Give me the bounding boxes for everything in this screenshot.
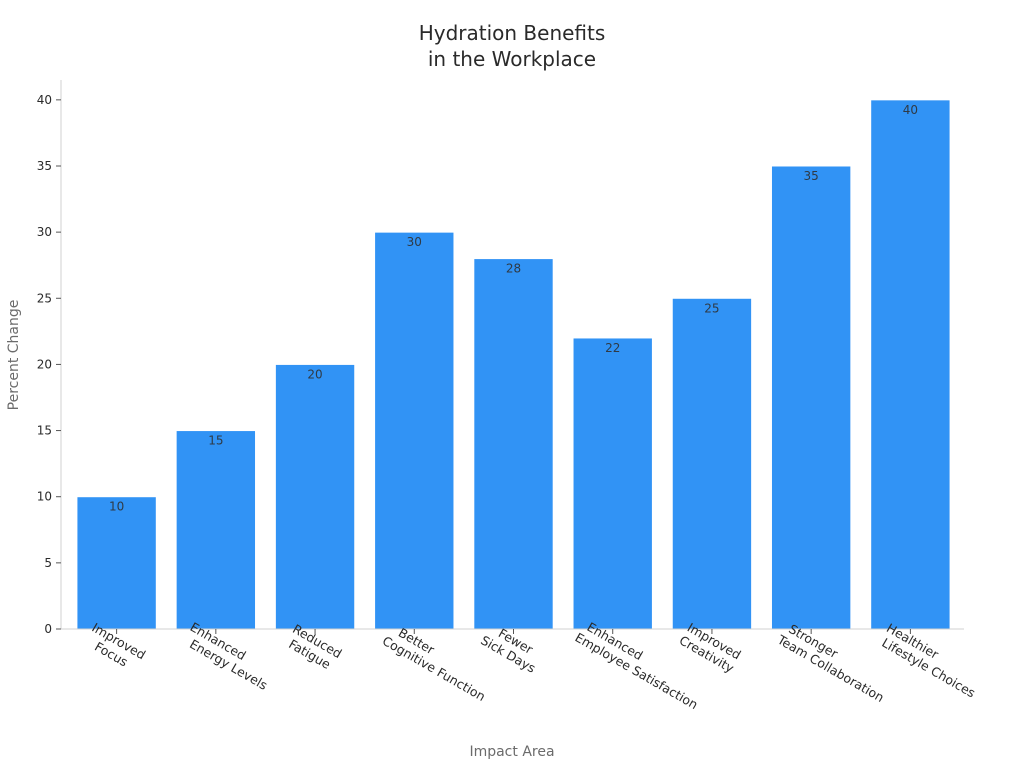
y-tick-label: 25 (37, 291, 52, 305)
y-tick-label: 20 (37, 357, 52, 371)
y-tick-label: 40 (37, 93, 52, 107)
bar-data-label: 15 (208, 434, 223, 448)
bar (175, 430, 257, 630)
bar-data-label: 22 (605, 341, 620, 355)
chart-title-line-1: Hydration Benefits (419, 21, 606, 45)
y-tick-label: 10 (37, 490, 52, 504)
bar (274, 363, 356, 630)
y-tick-label: 30 (37, 225, 52, 239)
bar (770, 165, 852, 630)
bar (572, 337, 653, 630)
y-tick-label: 0 (44, 622, 52, 636)
x-axis-title: Impact Area (469, 744, 554, 760)
bar (870, 99, 951, 630)
bar-data-label: 20 (307, 367, 322, 381)
bar-data-label: 10 (109, 500, 124, 514)
bar (76, 496, 157, 630)
bar (671, 297, 753, 630)
y-axis: 0 5 10 15 20 25 30 35 40 (37, 80, 62, 636)
bar-data-label: 25 (704, 301, 719, 315)
bars-group: 10 15 20 30 28 22 25 35 40 (76, 99, 951, 630)
y-tick-label: 15 (37, 424, 52, 438)
y-axis-title: Percent Change (6, 300, 22, 411)
chart-title-line-2: in the Workplace (428, 47, 596, 71)
bar (374, 231, 455, 630)
y-tick-label: 5 (44, 556, 52, 570)
y-tick-label: 35 (37, 159, 52, 173)
bar-data-label: 30 (407, 235, 422, 249)
bar-data-label: 35 (804, 169, 819, 183)
bar-data-label: 28 (506, 262, 521, 276)
bar-data-label: 40 (903, 103, 918, 117)
bar (473, 258, 554, 630)
